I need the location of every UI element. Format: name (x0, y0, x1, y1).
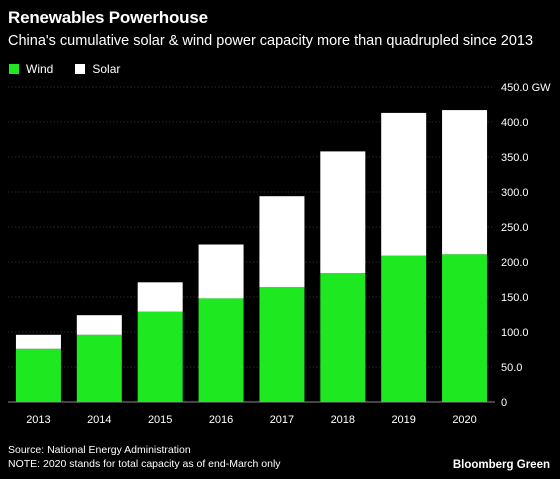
x-tick-label: 2015 (148, 414, 172, 426)
bar-wind-2014 (76, 334, 122, 402)
legend-swatch-wind (9, 64, 19, 74)
bars (15, 110, 488, 402)
x-axis-labels: 2013 2014 2015 2016 2017 2018 2019 2020 (26, 414, 477, 426)
bar-solar-2016 (198, 244, 244, 299)
legend-label-wind: Wind (26, 62, 54, 76)
y-axis-labels: 0 50.0 100.0 150.0 200.0 250.0 300.0 350.0 400.0… (501, 82, 551, 409)
bar-solar-2019 (381, 112, 427, 256)
bar-wind-2013 (15, 348, 61, 402)
y-tick-label: 400.0 (501, 117, 529, 129)
y-tick-label: 300.0 (501, 187, 529, 199)
legend-swatch-solar (75, 64, 86, 74)
legend-item-solar: Solar (75, 62, 120, 76)
y-tick-label: 250.0 (501, 222, 529, 234)
y-tick-label: 200.0 (501, 257, 529, 269)
legend-label-solar: Solar (92, 62, 121, 76)
legend: Wind Solar (9, 62, 142, 76)
x-tick-label: 2019 (391, 414, 415, 426)
bar-wind-2015 (137, 311, 183, 402)
y-tick-label: 0 (501, 397, 507, 409)
bar-solar-2018 (320, 151, 366, 274)
bar-wind-2017 (259, 287, 305, 402)
x-tick-label: 2020 (452, 414, 476, 426)
bar-wind-2020 (442, 254, 488, 402)
bar-solar-2020 (442, 110, 488, 255)
bar-solar-2015 (137, 282, 183, 312)
brand-logo: Bloomberg Green (452, 459, 550, 471)
source-note: Source: National Energy Administration (8, 444, 191, 456)
chart-title: Renewables Powerhouse (8, 8, 208, 27)
footnote: NOTE: 2020 stands for total capacity as … (8, 458, 281, 470)
bar-solar-2017 (259, 196, 305, 288)
y-tick-label: 100.0 (501, 327, 529, 339)
bar-solar-2014 (76, 315, 122, 335)
chart-subtitle: China's cumulative solar & wind power ca… (8, 33, 534, 49)
y-tick-label: 150.0 (501, 292, 529, 304)
x-tick-label: 2016 (209, 414, 233, 426)
bar-wind-2018 (320, 273, 366, 402)
y-tick-label: 50.0 (501, 362, 522, 374)
x-tick-label: 2018 (331, 414, 355, 426)
bar-solar-2013 (15, 334, 61, 349)
x-tick-label: 2017 (270, 414, 294, 426)
y-tick-label: 350.0 (501, 152, 529, 164)
y-tick-label: 450.0 GW (501, 82, 551, 94)
bar-wind-2019 (381, 255, 427, 402)
x-tick-label: 2013 (26, 414, 50, 426)
legend-item-wind: Wind (9, 62, 53, 76)
x-tick-label: 2014 (87, 414, 111, 426)
bar-wind-2016 (198, 298, 244, 402)
